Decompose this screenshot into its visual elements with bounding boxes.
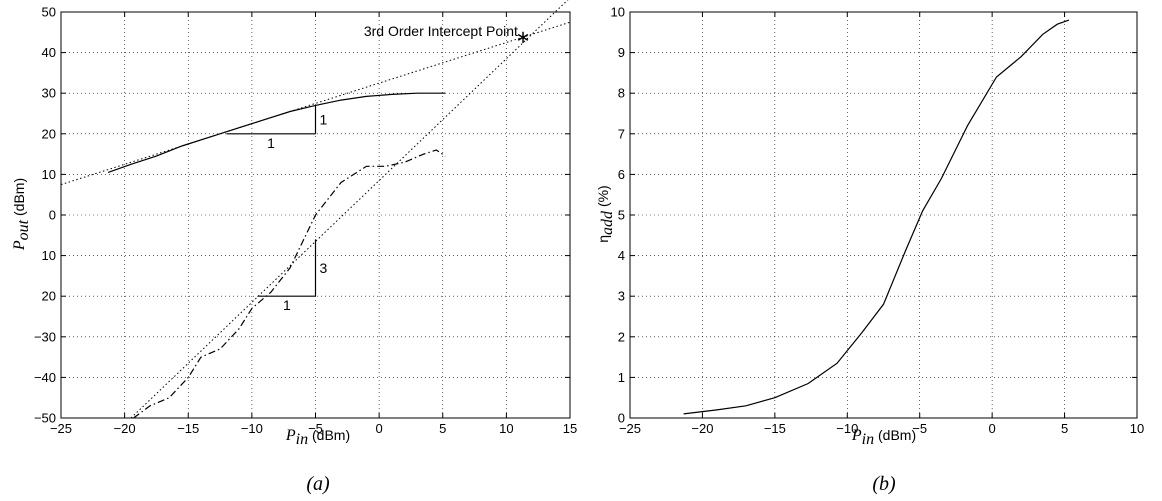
panel-caption-b: (b) [872, 473, 896, 495]
y-tick-label: 10 [42, 167, 56, 182]
y-tick-label: −30 [34, 329, 56, 344]
x-tick-label: 10 [1130, 421, 1144, 436]
intercept-annotation: 3rd Order Intercept Point [364, 23, 518, 39]
series-line-dashdot [133, 149, 446, 419]
y-tick-label: 20 [42, 126, 56, 141]
y-tick-label: 20 [42, 289, 56, 304]
x-tick-label: −20 [114, 421, 136, 436]
x-tick-label: −5 [308, 421, 323, 436]
y-tick-label: 8 [618, 86, 625, 101]
panel-caption-a: (a) [306, 473, 330, 495]
y-tick-label: 5 [618, 208, 625, 223]
x-tick-label: 5 [1061, 421, 1068, 436]
y-axis-label-a: Pout (dBm) [11, 178, 32, 251]
slope-3-run-label: 1 [283, 297, 291, 313]
y-tick-label: 30 [42, 86, 56, 101]
panel-b: −25 −20 −15 −10 −5 0 5 10 0 1 2 3 4 5 6 7 8 9 10 Pin (dBm)… [595, 5, 1144, 496]
x-tick-label: 15 [563, 421, 577, 436]
y-tick-label: 50 [42, 5, 56, 20]
annotations-a: ∗3rd Order Intercept Point 1 1 1 3 [226, 23, 530, 313]
series-line-dotted [60, 21, 571, 186]
slope-3-rise-label: 3 [320, 260, 328, 276]
y-tick-label: 9 [618, 45, 625, 60]
x-tick-label: −10 [836, 421, 858, 436]
series-line-solid [107, 92, 446, 173]
y-tick-label: 4 [618, 248, 625, 263]
y-tick-label: −50 [34, 411, 56, 426]
slope-1-run-label: 1 [267, 135, 275, 151]
intercept-marker: ∗ [515, 27, 530, 48]
y-tick-label: 1 [618, 370, 625, 385]
y-tick-label: 0 [49, 208, 56, 223]
y-tick-label: 10 [611, 5, 625, 20]
y-axis-label-b: ηadd (%) [595, 185, 616, 242]
x-tick-label: −10 [241, 421, 263, 436]
y-tick-label: 3 [618, 289, 625, 304]
grid-b [630, 12, 1137, 418]
y-tick-label: 7 [618, 126, 625, 141]
x-tick-label: −20 [691, 421, 713, 436]
x-tick-label: −25 [50, 421, 72, 436]
x-axis-label-a: Pin (dBm) [285, 427, 350, 448]
series-line-dotted [130, 0, 569, 419]
y-tick-label: 10 [42, 248, 56, 263]
slope-1-rise-label: 1 [320, 112, 328, 128]
grid-a [61, 12, 570, 418]
lines-a [60, 0, 571, 419]
y-tick-label: 0 [618, 411, 625, 426]
x-tick-label: −5 [912, 421, 927, 436]
ticks-a: −25 −20 −15 −10 −5 0 5 10 15−50−40−3020100102030… [34, 5, 577, 437]
x-tick-label: 10 [499, 421, 513, 436]
ticks-b: −25 −20 −15 −10 −5 0 5 10 0 1 2 3 4 5 6 7 8 9 10 [611, 5, 1145, 437]
x-tick-label: −15 [764, 421, 786, 436]
x-tick-label: −15 [177, 421, 199, 436]
y-tick-label: 2 [618, 329, 625, 344]
lines-b [683, 19, 1070, 415]
y-tick-label: −40 [34, 370, 56, 385]
y-tick-label: 40 [42, 45, 56, 60]
x-tick-label: −25 [619, 421, 641, 436]
panel-a: −25 −20 −15 −10 −5 0 5 10 15−50−40−3020100102030… [11, 0, 577, 495]
y-tick-label: 6 [618, 167, 625, 182]
x-axis-label-b: Pin (dBm) [851, 427, 916, 448]
x-tick-label: 0 [989, 421, 996, 436]
series-line-solid [683, 19, 1070, 415]
x-tick-label: 5 [439, 421, 446, 436]
x-tick-label: 0 [376, 421, 383, 436]
